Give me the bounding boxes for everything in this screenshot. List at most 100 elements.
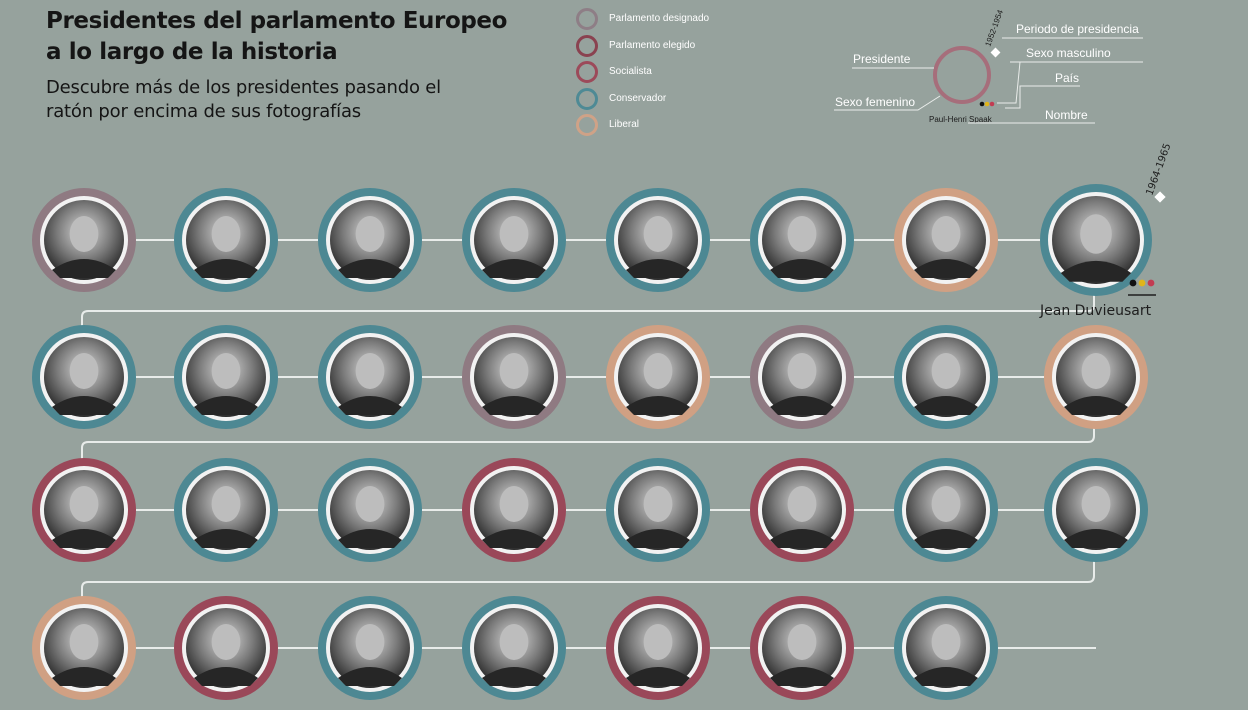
portrait-head-shape xyxy=(643,353,673,389)
president-portrait[interactable] xyxy=(462,188,566,292)
portrait-body-shape xyxy=(482,529,546,548)
portrait-head-shape xyxy=(355,216,385,252)
president-portrait[interactable] xyxy=(1044,458,1148,562)
portrait-body-shape xyxy=(482,259,546,278)
portrait-body-shape xyxy=(482,396,546,415)
portrait-head-shape xyxy=(643,624,673,660)
president-portrait[interactable] xyxy=(462,596,566,700)
president-portrait[interactable] xyxy=(750,325,854,429)
hover-period-marker xyxy=(1154,191,1166,203)
president-portrait[interactable] xyxy=(894,458,998,562)
president-portrait[interactable] xyxy=(606,458,710,562)
portrait-body-shape xyxy=(914,667,978,686)
portrait-head-shape xyxy=(69,353,99,389)
portrait-body-shape xyxy=(194,529,258,548)
president-portrait[interactable] xyxy=(1044,325,1148,429)
key-example-name: Paul-Henri Spaak xyxy=(929,115,993,124)
president-portrait[interactable] xyxy=(750,596,854,700)
key-female-label: Sexo femenino xyxy=(835,95,915,109)
portrait-body-shape xyxy=(1064,396,1128,415)
portrait-head-shape xyxy=(1081,486,1111,522)
key-name-label: Nombre xyxy=(1045,108,1088,122)
president-portrait[interactable] xyxy=(318,188,422,292)
president-portrait[interactable] xyxy=(174,458,278,562)
portrait-head-shape xyxy=(355,624,385,660)
president-portrait[interactable] xyxy=(318,458,422,562)
president-portrait[interactable] xyxy=(606,596,710,700)
key-legend: 1952-1954 Paul-Henri Spaak Presidente Se… xyxy=(834,8,1143,124)
president-portrait[interactable] xyxy=(318,596,422,700)
key-period-marker xyxy=(990,47,1001,58)
president-portrait[interactable] xyxy=(606,325,710,429)
portrait-head-shape xyxy=(931,486,961,522)
portrait-grid xyxy=(32,184,1152,700)
key-president-label: Presidente xyxy=(853,52,911,66)
hover-flag-dot xyxy=(1147,279,1155,287)
president-portrait[interactable] xyxy=(894,596,998,700)
legend-item: Parlamento elegido xyxy=(576,34,776,57)
portrait-body-shape xyxy=(52,529,116,548)
portrait-body-shape xyxy=(52,667,116,686)
key-male-label: Sexo masculino xyxy=(1026,46,1111,60)
president-portrait[interactable] xyxy=(32,325,136,429)
portrait-head-shape xyxy=(499,486,529,522)
portrait-body-shape xyxy=(52,396,116,415)
legend-label: Liberal xyxy=(609,119,640,130)
portrait-head-shape xyxy=(787,353,817,389)
portrait-head-shape xyxy=(643,486,673,522)
legend-label: Conservador xyxy=(609,92,667,104)
hover-flag-dot xyxy=(1129,279,1137,287)
portrait-head-shape xyxy=(211,216,241,252)
portrait-head-shape xyxy=(499,216,529,252)
portrait-body-shape xyxy=(626,259,690,278)
portrait-head-shape xyxy=(787,486,817,522)
hover-flag-dot xyxy=(1138,279,1146,287)
president-portrait[interactable] xyxy=(750,188,854,292)
portrait-body-shape xyxy=(914,529,978,548)
president-portrait[interactable] xyxy=(174,325,278,429)
portrait-body-shape xyxy=(194,396,258,415)
president-portrait[interactable] xyxy=(462,458,566,562)
legend-ring-icon xyxy=(576,87,598,110)
portrait-body-shape xyxy=(626,529,690,548)
president-portrait[interactable] xyxy=(32,596,136,700)
president-portrait[interactable] xyxy=(32,458,136,562)
president-portrait[interactable] xyxy=(606,188,710,292)
key-example-ring xyxy=(933,46,991,104)
president-portrait[interactable] xyxy=(894,325,998,429)
portrait-body-shape xyxy=(338,667,402,686)
president-portrait[interactable] xyxy=(894,188,998,292)
portrait-body-shape xyxy=(1064,529,1128,548)
timeline-line xyxy=(81,239,1096,649)
portrait-body-shape xyxy=(482,667,546,686)
portrait-head-shape xyxy=(211,353,241,389)
president-portrait[interactable] xyxy=(318,325,422,429)
legend-ring-icon xyxy=(576,114,598,136)
portrait-head-shape xyxy=(787,216,817,252)
president-portrait[interactable] xyxy=(750,458,854,562)
legend-label: Parlamento designado xyxy=(609,13,710,24)
legend-ring-icon xyxy=(576,61,598,83)
president-portrait[interactable] xyxy=(32,188,136,292)
page-subtitle: Descubre más de los presidentes pasando … xyxy=(46,77,441,122)
portrait-head-shape xyxy=(355,486,385,522)
portrait-head-shape xyxy=(1081,353,1111,389)
portrait-head-shape xyxy=(499,624,529,660)
key-example-period: 1952-1954 xyxy=(983,8,1005,48)
portrait-body-shape xyxy=(770,396,834,415)
portrait-head-shape xyxy=(69,216,99,252)
legend-item: Parlamento designado xyxy=(576,8,776,30)
hover-period: 1964-1965 xyxy=(1144,142,1173,197)
portrait-body-shape xyxy=(338,396,402,415)
portrait-body-shape xyxy=(338,529,402,548)
portrait-head-shape xyxy=(69,624,99,660)
president-portrait[interactable] xyxy=(462,325,566,429)
portrait-body-shape xyxy=(770,259,834,278)
legend-label: Socialista xyxy=(609,66,652,77)
president-portrait[interactable] xyxy=(174,596,278,700)
portrait-body-shape xyxy=(626,667,690,686)
president-portrait[interactable] xyxy=(1040,184,1152,296)
portrait-body-shape xyxy=(194,259,258,278)
president-portrait[interactable] xyxy=(174,188,278,292)
